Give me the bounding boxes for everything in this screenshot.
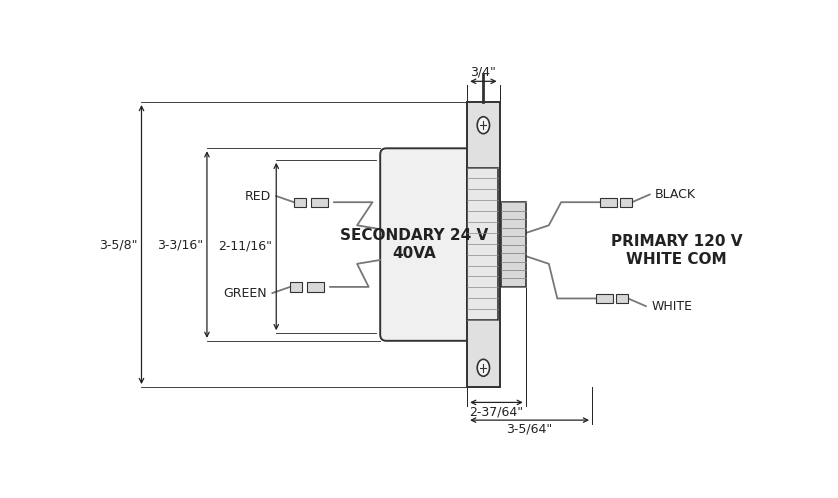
Text: WHITE: WHITE xyxy=(651,300,692,313)
Text: RED: RED xyxy=(245,190,271,203)
FancyBboxPatch shape xyxy=(380,148,471,341)
Text: SECONDARY 24 V
40VA: SECONDARY 24 V 40VA xyxy=(340,229,489,261)
Bar xyxy=(616,294,628,303)
Bar xyxy=(600,198,617,207)
Text: 3-3/16": 3-3/16" xyxy=(157,238,203,251)
Text: 3/4": 3/4" xyxy=(470,66,496,79)
Ellipse shape xyxy=(477,359,489,376)
Bar xyxy=(290,282,303,291)
Text: 3-5/8": 3-5/8" xyxy=(99,238,137,251)
Bar xyxy=(311,198,328,207)
Bar xyxy=(596,294,613,303)
Text: 3-5/64": 3-5/64" xyxy=(506,423,553,436)
Ellipse shape xyxy=(477,117,489,133)
Text: 2-37/64": 2-37/64" xyxy=(469,405,524,418)
Bar xyxy=(619,198,632,207)
Bar xyxy=(501,202,525,287)
Text: BLACK: BLACK xyxy=(655,188,696,201)
Bar xyxy=(468,102,499,387)
Text: GREEN: GREEN xyxy=(224,286,267,300)
Bar xyxy=(307,282,324,291)
Bar xyxy=(468,167,498,320)
Bar xyxy=(294,198,306,207)
Text: PRIMARY 120 V
WHITE COM: PRIMARY 120 V WHITE COM xyxy=(611,234,742,266)
Text: 2-11/16": 2-11/16" xyxy=(219,240,272,253)
